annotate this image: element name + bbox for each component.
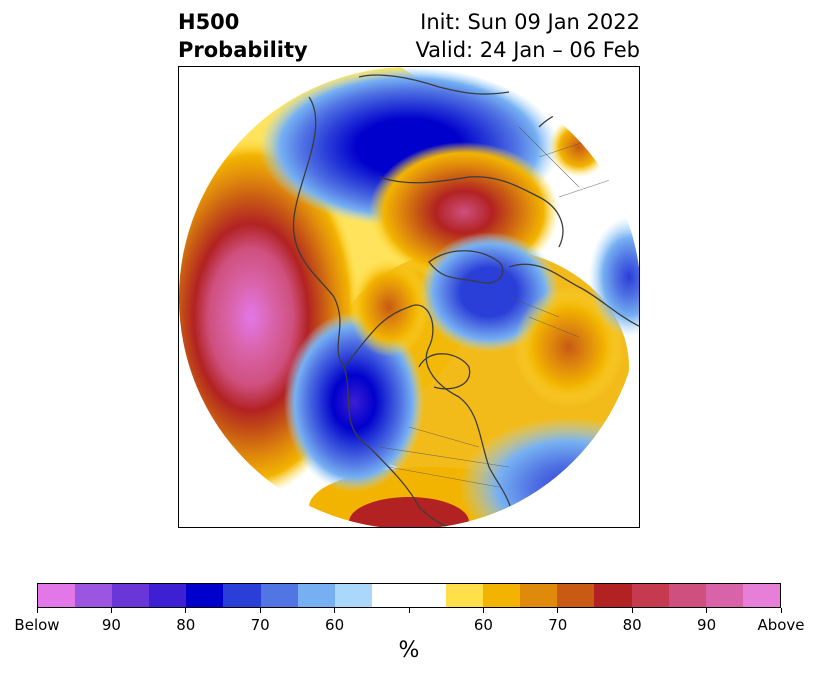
colorbar-segment bbox=[371, 584, 409, 607]
init-date: Init: Sun 09 Jan 2022 bbox=[420, 10, 640, 34]
colorbar-tick bbox=[631, 608, 633, 613]
colorbar-segment bbox=[668, 584, 706, 607]
colorbar-segment bbox=[483, 584, 521, 607]
colorbar-tick-label: 60 bbox=[325, 616, 345, 634]
title-variable: H500 bbox=[178, 10, 240, 34]
colorbar-tick bbox=[36, 608, 38, 613]
title-product: Probability bbox=[178, 38, 308, 62]
colorbar-tick-label: Below bbox=[14, 616, 60, 634]
colorbar-segment bbox=[223, 584, 261, 607]
colorbar-tick-label: 70 bbox=[250, 616, 270, 634]
colorbar-tick-label: 80 bbox=[622, 616, 642, 634]
colorbar-tick bbox=[110, 608, 112, 613]
colorbar-tick bbox=[557, 608, 559, 613]
map-panel bbox=[178, 66, 640, 528]
valid-period: Valid: 24 Jan – 06 Feb bbox=[415, 38, 640, 62]
colorbar-segment bbox=[594, 584, 632, 607]
colorbar-segment bbox=[334, 584, 372, 607]
colorbar-tick-label: 90 bbox=[101, 616, 121, 634]
atlantic-above-region bbox=[514, 287, 624, 407]
colorbar-tick-label: 70 bbox=[548, 616, 568, 634]
colorbar-segment bbox=[297, 584, 335, 607]
colorbar-tick-label: 80 bbox=[176, 616, 196, 634]
globe-disk bbox=[179, 67, 639, 527]
colorbar-segment bbox=[38, 584, 76, 607]
colorbar-segment bbox=[631, 584, 669, 607]
colorbar-tick-label: Above bbox=[757, 616, 805, 634]
colorbar-tick bbox=[706, 608, 708, 613]
coastlines bbox=[188, 74, 639, 527]
colorbar-segment bbox=[557, 584, 595, 607]
colorbar-segment bbox=[149, 584, 187, 607]
colorbar-unit-label: % bbox=[398, 638, 420, 663]
colorbar-segment bbox=[260, 584, 298, 607]
colorbar-tick bbox=[259, 608, 261, 613]
colorbar-tick bbox=[482, 608, 484, 613]
chart-title-left: H500 Probability bbox=[178, 8, 308, 64]
colorbar bbox=[37, 583, 781, 608]
colorbar-segment bbox=[75, 584, 113, 607]
colorbar-tick-label: 90 bbox=[697, 616, 717, 634]
chart-title-right: Init: Sun 09 Jan 2022 Valid: 24 Jan – 06… bbox=[415, 8, 640, 64]
colorbar-tick-label: 60 bbox=[473, 616, 493, 634]
colorbar-segment bbox=[742, 584, 780, 607]
colorbar-segment bbox=[186, 584, 224, 607]
colorbar-tick bbox=[185, 608, 187, 613]
probability-map bbox=[179, 67, 639, 527]
colorbar-segment bbox=[112, 584, 150, 607]
colorbar-segment bbox=[446, 584, 484, 607]
colorbar-tick bbox=[780, 608, 782, 613]
colorbar-segment bbox=[705, 584, 743, 607]
colorbar-tick bbox=[334, 608, 336, 613]
colorbar-tick bbox=[408, 608, 410, 613]
colorbar-segment bbox=[408, 584, 447, 607]
colorbar-segment bbox=[520, 584, 558, 607]
